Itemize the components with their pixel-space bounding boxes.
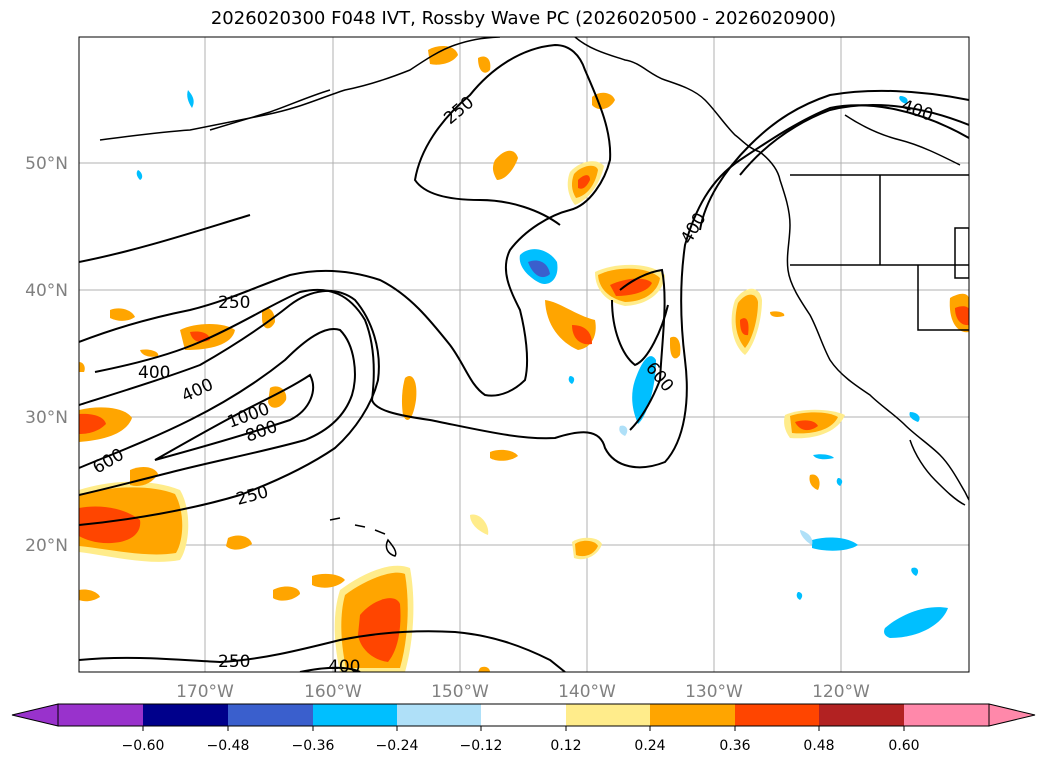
negative-anomalies [136, 90, 948, 638]
colorbar-tick-label: 0.60 [888, 738, 919, 754]
lon-label: 120°W [812, 682, 870, 702]
colorbar-swatch [650, 704, 735, 726]
longitude-labels: 170°W 160°W 150°W 140°W 130°W 120°W [176, 682, 870, 702]
colorbar-extend-high [988, 703, 1036, 727]
lon-label: 130°W [685, 682, 743, 702]
colorbar-swatch [566, 704, 650, 726]
latitude-labels: 50°N 40°N 30°N 20°N [25, 154, 68, 556]
contour-label: 400 [328, 657, 360, 677]
colorbar-tick-label: −0.48 [207, 738, 250, 754]
map-frame [78, 36, 970, 673]
colorbar-tick-label: 0.12 [550, 738, 581, 754]
colorbar-swatch [819, 704, 904, 726]
colorbar-tick-label: −0.24 [376, 738, 419, 754]
map-background [79, 37, 969, 672]
colorbar-swatch [313, 704, 397, 726]
colorbar-swatch [735, 704, 819, 726]
lat-label: 50°N [25, 154, 68, 174]
colorbar-swatch [397, 704, 481, 726]
map-title: 2026020300 F048 IVT, Rossby Wave PC (202… [210, 8, 837, 29]
lat-label: 20°N [25, 536, 68, 556]
lon-label: 170°W [176, 682, 234, 702]
lat-label: 30°N [25, 408, 68, 428]
colorbar-tick-label: 0.48 [803, 738, 834, 754]
contour-label: 250 [218, 293, 250, 313]
colorbar: −0.60 −0.48 −0.36 −0.24 −0.12 0.12 0.24 … [11, 703, 1036, 754]
colorbar-tick-label: 0.24 [634, 738, 665, 754]
ivt-contours [79, 43, 969, 672]
lon-label: 140°W [558, 682, 616, 702]
colorbar-swatch [481, 704, 566, 726]
colorbar-swatch [58, 704, 143, 726]
contour-label: 400 [138, 363, 170, 383]
colorbar-frame [57, 703, 990, 727]
colorbar-swatch [904, 704, 989, 726]
colorbar-ticks [142, 726, 905, 731]
colorbar-extend-low [11, 703, 59, 727]
lon-label: 160°W [304, 682, 362, 702]
colorbar-tick-label: −0.36 [292, 738, 335, 754]
positive-anomalies [79, 45, 969, 672]
lat-label: 40°N [25, 281, 68, 301]
colorbar-tick-label: −0.60 [122, 738, 165, 754]
colorbar-swatch [228, 704, 313, 726]
lon-label: 150°W [431, 682, 489, 702]
colorbar-tick-label: −0.12 [460, 738, 503, 754]
coastlines [99, 37, 969, 557]
colorbar-swatch [143, 704, 228, 726]
contour-label: 250 [218, 652, 250, 672]
colorbar-tick-label: 0.36 [719, 738, 750, 754]
